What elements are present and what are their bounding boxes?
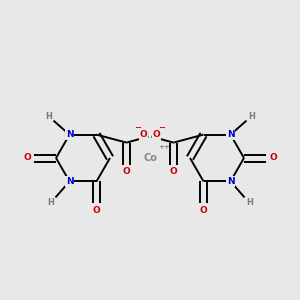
Text: O: O xyxy=(269,154,277,163)
Text: O: O xyxy=(93,206,101,215)
Text: Co: Co xyxy=(143,153,157,163)
Text: N: N xyxy=(66,177,73,186)
Text: N: N xyxy=(66,130,73,139)
Text: O: O xyxy=(200,206,207,215)
Text: N: N xyxy=(227,177,234,186)
Text: H: H xyxy=(47,198,54,207)
Text: H: H xyxy=(246,198,253,207)
Text: ++: ++ xyxy=(158,144,170,150)
Text: O: O xyxy=(123,167,130,176)
Text: O: O xyxy=(23,154,31,163)
Text: N: N xyxy=(227,130,234,139)
Text: H: H xyxy=(45,112,52,121)
Text: O: O xyxy=(140,130,147,139)
Text: −: − xyxy=(158,123,166,132)
Text: H: H xyxy=(248,112,255,121)
Text: O: O xyxy=(169,167,177,176)
Text: O: O xyxy=(153,130,160,139)
Text: −: − xyxy=(134,123,142,132)
